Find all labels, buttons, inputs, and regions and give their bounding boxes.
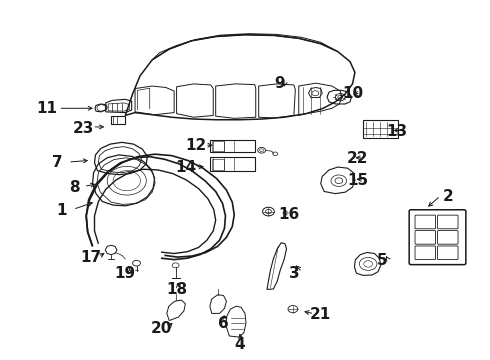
Text: 4: 4 (235, 337, 245, 352)
Text: 1: 1 (56, 203, 67, 218)
Text: 21: 21 (310, 307, 331, 322)
Text: 19: 19 (115, 266, 136, 281)
Text: 10: 10 (342, 86, 363, 102)
Text: 15: 15 (347, 172, 368, 188)
Text: 6: 6 (218, 316, 228, 331)
Text: 9: 9 (274, 76, 285, 91)
Text: 8: 8 (69, 180, 79, 195)
Text: 22: 22 (346, 151, 368, 166)
Text: 13: 13 (386, 124, 407, 139)
Text: 5: 5 (376, 253, 387, 268)
Text: 20: 20 (151, 321, 172, 336)
Text: 11: 11 (37, 101, 58, 116)
Text: 23: 23 (73, 121, 95, 135)
Text: 16: 16 (278, 207, 299, 221)
Text: 2: 2 (442, 189, 453, 204)
Text: 17: 17 (80, 249, 101, 265)
Text: 3: 3 (289, 266, 299, 281)
Text: 18: 18 (166, 282, 187, 297)
Text: 7: 7 (51, 154, 62, 170)
Text: 12: 12 (186, 139, 207, 153)
Text: 14: 14 (176, 160, 197, 175)
